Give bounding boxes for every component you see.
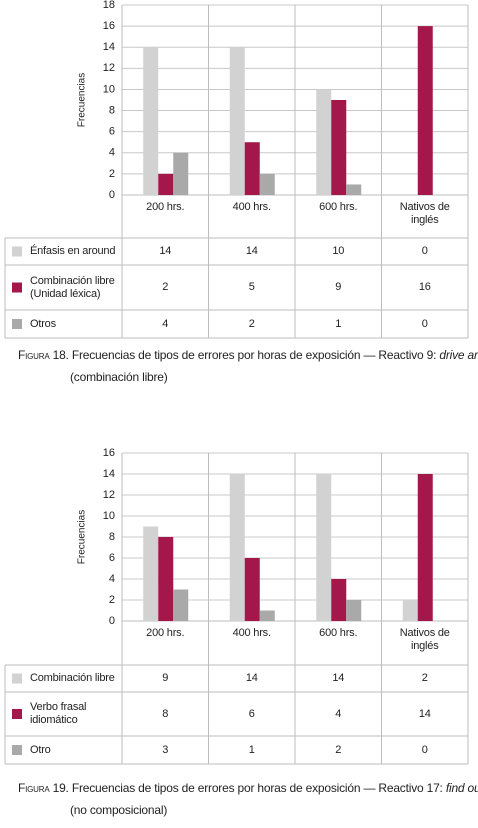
legend-label: Combinación libre — [30, 672, 115, 684]
bar — [143, 47, 159, 195]
category-label: Nativos de inglés — [399, 201, 450, 226]
bar — [316, 474, 332, 621]
table-value: 9 — [335, 281, 342, 293]
category-label: 600 hrs. — [319, 201, 358, 213]
bar — [331, 579, 347, 621]
table-value: 14 — [245, 672, 258, 684]
table-value: 14 — [159, 245, 172, 257]
table-value: 0 — [421, 317, 428, 330]
bar — [158, 173, 174, 195]
caption-end: (combinación libre) — [70, 370, 168, 384]
table-value: 2 — [248, 317, 255, 330]
table-value: 10 — [332, 245, 345, 257]
caption-label: Figura 18. — [18, 348, 69, 362]
table-value: 2 — [335, 743, 342, 756]
table-value: 14 — [332, 672, 345, 684]
table-value: 5 — [248, 281, 255, 293]
category-label: 600 hrs. — [319, 627, 358, 639]
table-value: 4 — [162, 317, 169, 330]
table-value: 2 — [162, 281, 169, 293]
y-tick-label: 12 — [103, 62, 115, 74]
bar — [346, 184, 362, 195]
y-tick-label: 4 — [109, 147, 115, 159]
y-tick-label: 14 — [103, 468, 115, 480]
y-axis-label: Frecuencias — [77, 73, 88, 127]
caption-label: Figura 19. — [18, 781, 69, 795]
bar — [402, 600, 418, 621]
table-value: 6 — [248, 707, 255, 720]
caption-text: Frecuencias de tipos de errores por hora… — [71, 781, 443, 795]
table-value: 0 — [421, 743, 428, 756]
bar — [316, 89, 332, 195]
bar — [346, 600, 362, 621]
y-tick-label: 4 — [109, 573, 115, 585]
legend-label: Otro — [30, 743, 51, 756]
table-value: 8 — [162, 707, 169, 720]
caption-emph: find out — [445, 781, 478, 795]
y-tick-label: 10 — [103, 510, 115, 522]
y-tick-label: 8 — [109, 531, 115, 543]
legend-swatch — [12, 319, 22, 329]
y-tick-label: 6 — [109, 126, 115, 138]
caption: Figura 18. Frecuencias de tipos de error… — [18, 348, 478, 362]
y-tick-label: 14 — [103, 41, 115, 53]
bar — [244, 142, 260, 195]
table-value: 14 — [418, 707, 431, 720]
y-tick-label: 0 — [109, 189, 115, 201]
legend-swatch — [12, 709, 22, 719]
caption-text: Frecuencias de tipos de errores por hora… — [71, 348, 437, 362]
legend-swatch — [12, 282, 22, 293]
legend-label: Otros — [30, 317, 56, 330]
table-value: 1 — [335, 317, 342, 330]
y-tick-label: 16 — [103, 447, 115, 459]
caption-emph: drive around — [439, 348, 478, 362]
table-value: 16 — [418, 281, 431, 293]
caption: Figura 19. Frecuencias de tipos de error… — [18, 781, 478, 795]
y-tick-label: 12 — [103, 489, 115, 501]
bar — [259, 610, 275, 621]
legend-swatch — [12, 673, 22, 684]
table-value: 4 — [335, 707, 342, 720]
legend-label: Verbo frasal idiomático — [30, 701, 87, 726]
y-tick-label: 2 — [109, 168, 115, 180]
table-value: 1 — [248, 743, 255, 756]
y-tick-label: 6 — [109, 552, 115, 564]
bar — [417, 474, 433, 621]
bar — [173, 152, 189, 195]
table-value: 9 — [162, 672, 169, 684]
category-label: Nativos de inglés — [399, 627, 450, 652]
table-value: 2 — [421, 672, 428, 684]
bar — [229, 474, 245, 621]
caption-end: (no composicional) — [70, 803, 168, 817]
bar — [143, 526, 159, 621]
bar — [259, 173, 275, 195]
y-tick-label: 18 — [103, 0, 115, 11]
category-label: 200 hrs. — [146, 627, 185, 639]
table-value: 14 — [245, 245, 258, 257]
legend-swatch — [12, 745, 22, 755]
bar — [244, 558, 260, 621]
legend-label: Énfasis en around — [30, 245, 116, 257]
bar — [173, 589, 189, 621]
legend-swatch — [12, 246, 22, 257]
legend-label: Combinación libre (Unidad léxica) — [30, 274, 115, 300]
y-axis-label: Frecuencias — [77, 510, 88, 564]
bar — [229, 47, 245, 195]
category-label: 200 hrs. — [146, 201, 185, 213]
category-label: 400 hrs. — [232, 627, 271, 639]
bar — [331, 100, 347, 195]
y-tick-label: 2 — [109, 594, 115, 606]
table-value: 3 — [162, 743, 169, 756]
table-value: 0 — [421, 245, 428, 257]
category-label: 400 hrs. — [232, 201, 271, 213]
y-tick-label: 8 — [109, 104, 115, 116]
bar — [158, 537, 174, 621]
y-tick-label: 0 — [109, 615, 115, 627]
y-tick-label: 10 — [103, 83, 115, 95]
bar — [417, 26, 433, 195]
y-tick-label: 16 — [103, 20, 115, 32]
